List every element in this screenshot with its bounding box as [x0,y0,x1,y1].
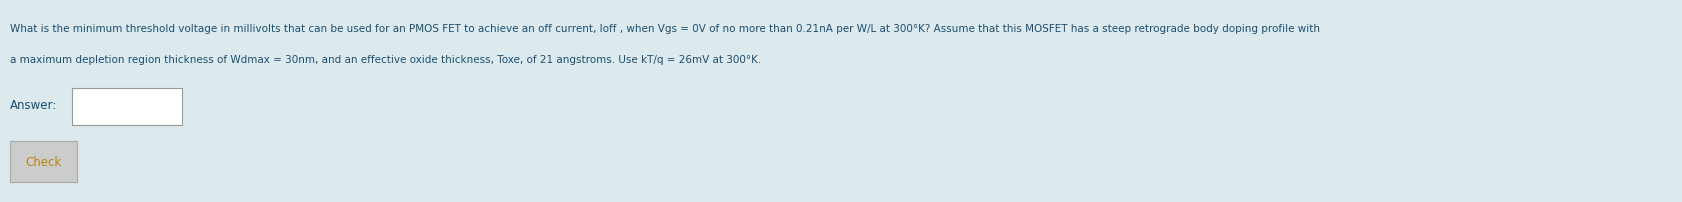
Text: Answer:: Answer: [10,99,57,112]
FancyBboxPatch shape [72,89,182,125]
Text: What is the minimum threshold voltage in millivolts that can be used for an PMOS: What is the minimum threshold voltage in… [10,24,1320,34]
Text: Check: Check [25,155,62,168]
Text: a maximum depletion region thickness of Wdmax = 30nm, and an effective oxide thi: a maximum depletion region thickness of … [10,55,762,64]
FancyBboxPatch shape [10,141,77,182]
